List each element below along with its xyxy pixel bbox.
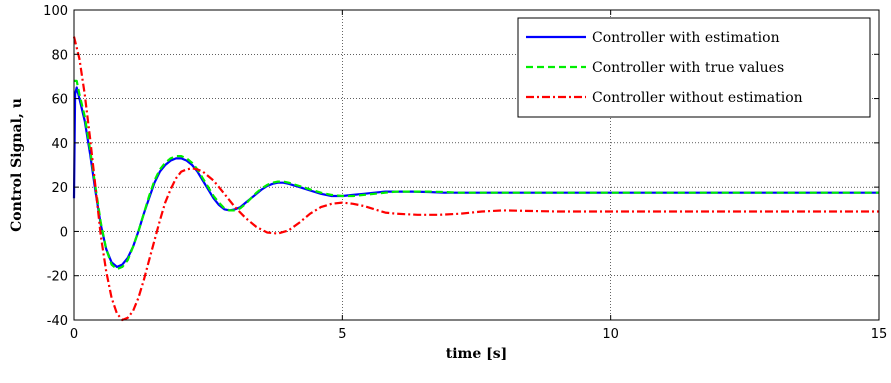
legend: Controller with estimation Controller wit… <box>517 17 871 118</box>
y-tick-label: 20 <box>51 181 68 196</box>
x-tick-label: 5 <box>338 327 346 342</box>
x-tick-label: 15 <box>871 327 888 342</box>
y-tick-label: 40 <box>51 137 68 152</box>
legend-entry-3: Controller without estimation <box>592 90 803 106</box>
plot-frame <box>73 9 880 321</box>
legend-entry-1: Controller with estimation <box>592 30 780 46</box>
series-line-3 <box>72 36 879 322</box>
y-tick-label: -40 <box>47 314 68 329</box>
y-tick-label: 80 <box>51 48 68 63</box>
x-axis-label: time [s] <box>446 346 508 362</box>
y-tick-label: -20 <box>47 270 68 285</box>
y-tick-label: 0 <box>60 225 68 240</box>
x-tick-label: 10 <box>602 327 619 342</box>
series-lines <box>72 36 879 322</box>
y-tick-label: 60 <box>51 93 68 108</box>
x-tick-label: 0 <box>70 327 78 342</box>
y-tick-label: 100 <box>43 4 68 19</box>
y-axis-label: Control Signal, u <box>9 98 25 232</box>
legend-entry-2: Controller with true values <box>592 60 784 76</box>
series-line-2 <box>74 79 879 271</box>
axis-ticks: 0 5 10 15 -40 -20 0 20 40 60 80 100 <box>43 4 887 342</box>
